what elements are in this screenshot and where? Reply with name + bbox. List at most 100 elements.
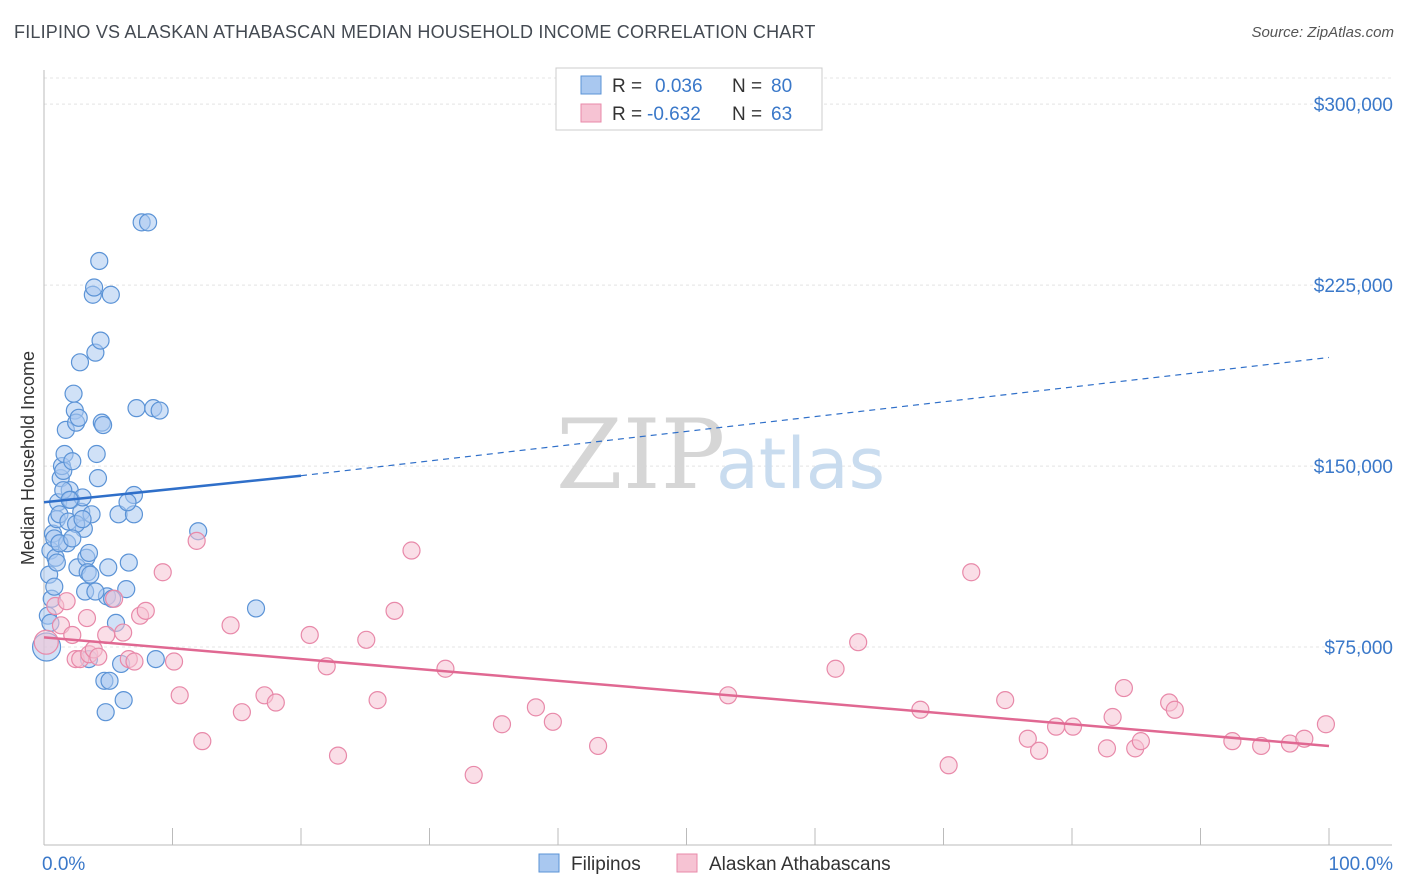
athabascan-point bbox=[464, 765, 483, 785]
filipino-point bbox=[63, 452, 82, 471]
filipino-point bbox=[119, 553, 138, 572]
y-tick-label: $225,000 bbox=[1314, 276, 1393, 297]
athabascan-point bbox=[962, 563, 981, 582]
source-label: Source: ZipAtlas.com bbox=[1251, 24, 1394, 41]
filipino-point bbox=[81, 565, 100, 584]
legend-n-label-athabascan: N = bbox=[732, 104, 762, 125]
athabascan-point bbox=[588, 736, 608, 756]
y-axis-label: Median Household Income bbox=[18, 351, 38, 565]
legend-r-value-athabascan: -0.632 bbox=[647, 104, 701, 125]
filipino-point bbox=[150, 401, 169, 420]
athabascan-points bbox=[33, 531, 1336, 785]
filipino-point bbox=[246, 599, 266, 618]
bottom-legend-swatch-athabascans bbox=[676, 853, 698, 873]
filipino-point bbox=[90, 251, 109, 271]
filipino-point bbox=[96, 703, 115, 722]
athabascan-point bbox=[1114, 678, 1134, 698]
x-tick-label-max: 100.0% bbox=[1329, 854, 1394, 875]
filipino-points bbox=[31, 213, 266, 722]
filipino-point bbox=[45, 577, 64, 596]
legend-r-label-athabascan: R = bbox=[612, 104, 642, 125]
bottom-legend-label-athabascans: Alaskan Athabascans bbox=[709, 854, 891, 875]
gridlines bbox=[44, 77, 1392, 648]
filipino-point bbox=[88, 469, 108, 488]
athabascan-point bbox=[996, 691, 1015, 710]
athabascan-point bbox=[300, 625, 319, 645]
correlation-legend: R = 0.036 N = 80 R = -0.632 N = 63 bbox=[555, 67, 823, 131]
filipino-point bbox=[87, 444, 106, 464]
athabascan-point bbox=[1223, 732, 1242, 751]
filipino-point bbox=[118, 493, 137, 512]
athabascan-point bbox=[193, 732, 212, 751]
athabascan-point bbox=[187, 531, 206, 550]
athabascan-point bbox=[1063, 717, 1083, 736]
athabascan-point bbox=[136, 601, 155, 620]
legend-r-value-filipino: 0.036 bbox=[655, 76, 703, 97]
bottom-legend-label-filipinos: Filipinos bbox=[571, 854, 641, 875]
y-tick-label: $150,000 bbox=[1314, 457, 1393, 478]
y-tick-label: $75,000 bbox=[1324, 638, 1393, 659]
filipino-point bbox=[63, 529, 82, 548]
athabascan-point bbox=[1131, 732, 1150, 751]
legend-r-label-filipino: R = bbox=[612, 76, 642, 97]
filipino-point bbox=[70, 353, 90, 372]
filipino-point bbox=[101, 285, 120, 304]
y-tick-labels: $75,000 $150,000 $225,000 $300,000 bbox=[1314, 95, 1393, 659]
legend-n-value-athabascan: 63 bbox=[771, 104, 792, 125]
athabascan-point bbox=[826, 659, 845, 678]
athabascan-point bbox=[1097, 739, 1117, 758]
athabascan-point bbox=[849, 633, 868, 652]
athabascan-point bbox=[232, 703, 251, 722]
filipino-trend-line bbox=[43, 474, 302, 504]
athabascan-point bbox=[357, 630, 376, 649]
athabascan-point bbox=[1030, 741, 1049, 760]
filipino-point bbox=[47, 553, 66, 572]
athabascan-point bbox=[385, 601, 404, 620]
watermark-zip: ZIP bbox=[556, 399, 725, 511]
bottom-legend-swatch-filipinos bbox=[538, 853, 560, 873]
athabascan-point bbox=[153, 563, 172, 582]
filipino-point bbox=[99, 558, 118, 577]
athabascan-point bbox=[33, 629, 59, 655]
athabascan-point bbox=[328, 746, 348, 765]
filipino-point bbox=[146, 649, 165, 669]
athabascan-point bbox=[89, 647, 108, 666]
x-tick-label-min: 0.0% bbox=[42, 854, 85, 875]
athabascan-point bbox=[221, 616, 240, 635]
athabascan-point bbox=[1046, 717, 1066, 736]
trend-lines bbox=[43, 356, 1330, 748]
filipino-point bbox=[114, 691, 133, 710]
athabascan-point bbox=[1316, 715, 1336, 734]
athabascan-point bbox=[170, 686, 189, 705]
legend-n-label-filipino: N = bbox=[732, 76, 762, 97]
athabascan-point bbox=[1018, 729, 1037, 748]
chart-title: FILIPINO VS ALASKAN ATHABASCAN MEDIAN HO… bbox=[14, 22, 816, 42]
filipino-point bbox=[100, 671, 119, 690]
athabascan-point bbox=[77, 608, 97, 628]
filipino-point bbox=[85, 278, 104, 297]
athabascan-point bbox=[266, 693, 285, 712]
athabascan-point bbox=[57, 592, 76, 611]
athabascan-point bbox=[492, 715, 512, 734]
legend-swatch-athabascan bbox=[580, 103, 602, 123]
athabascan-point bbox=[125, 652, 144, 671]
filipino-point bbox=[94, 415, 113, 435]
x-ticks bbox=[43, 828, 1330, 845]
athabascan-point bbox=[105, 589, 124, 608]
filipino-point bbox=[127, 399, 146, 418]
athabascan-point bbox=[164, 652, 184, 671]
y-tick-label: $300,000 bbox=[1314, 95, 1393, 116]
filipino-point bbox=[64, 384, 83, 403]
athabascan-point bbox=[114, 623, 133, 642]
filipino-point bbox=[138, 213, 158, 232]
filipino-point bbox=[73, 510, 92, 529]
filipino-point bbox=[117, 580, 136, 599]
series-legend: Filipinos Alaskan Athabascans bbox=[538, 853, 891, 875]
watermark-atlas: atlas bbox=[716, 423, 885, 505]
athabascan-point bbox=[1103, 707, 1122, 727]
athabascan-point bbox=[402, 541, 421, 560]
filipino-point bbox=[91, 331, 110, 350]
filipino-point bbox=[79, 543, 99, 563]
filipino-trend-extension bbox=[300, 356, 1330, 477]
